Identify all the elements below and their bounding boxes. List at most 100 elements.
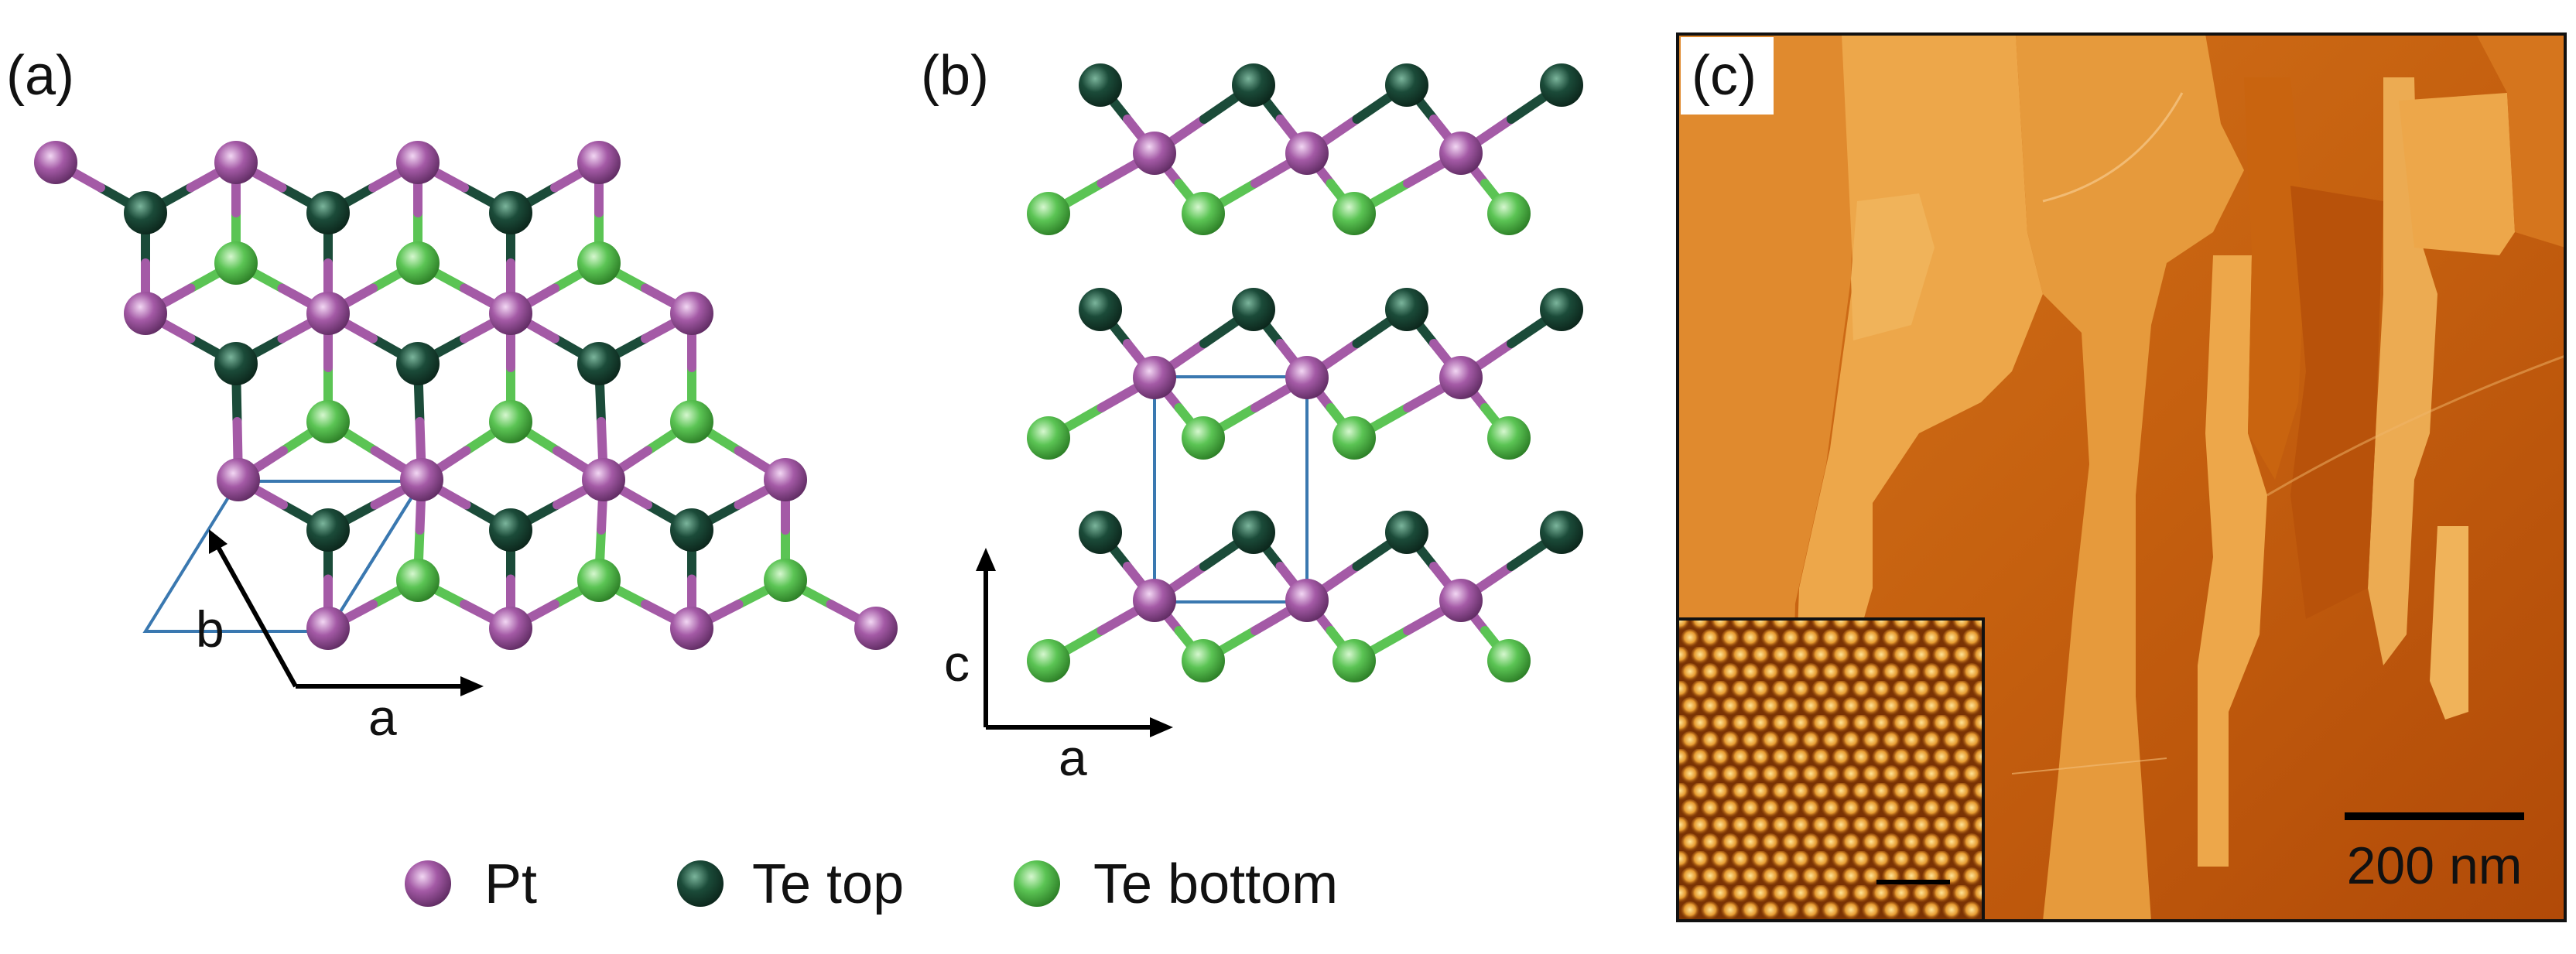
scale-bar-label: 200 nm (2347, 836, 2523, 895)
legend-item-te-top: Te top (677, 853, 904, 915)
te-bottom-atom (577, 241, 621, 285)
te-top-atom (1540, 63, 1583, 107)
panel-b: (b) a c (921, 45, 1583, 786)
legend: Pt Te top Te bottom (405, 853, 1338, 915)
te-top-atom (306, 191, 350, 234)
te-bottom-atom (670, 400, 713, 443)
te-top-atom (1385, 63, 1428, 107)
panel-a: (a) a b (6, 45, 898, 746)
panel-a-letter: (a) (6, 45, 74, 107)
panel-b-atoms (1027, 63, 1583, 682)
axis-b-label: b (196, 600, 224, 658)
te-top-atom (1232, 63, 1275, 107)
panel-c-letter: (c) (1692, 45, 1757, 107)
panel-a-axes: a b (196, 529, 484, 746)
panel-b-axes: a c (944, 548, 1173, 786)
pt-atom-icon (405, 860, 451, 907)
pt-atom (1285, 356, 1329, 399)
pt-atom (489, 292, 532, 335)
te-bottom-atom (1332, 192, 1376, 235)
te-top-atom (1232, 288, 1275, 331)
te-bottom-atom (1332, 416, 1376, 460)
pt-atom (124, 292, 167, 335)
scale-bar: 200 nm (2345, 812, 2524, 895)
pt-atom (764, 458, 807, 501)
pt-atom (1439, 579, 1483, 622)
pt-atom (854, 607, 898, 650)
panel-a-atoms (34, 141, 898, 650)
pt-atom (489, 607, 532, 650)
afm-frame (1676, 32, 2567, 922)
te-bottom-atom (1182, 192, 1225, 235)
panel-c: (c) 200 nm (1676, 32, 2567, 922)
te-bottom-atom (214, 241, 258, 285)
afm-image (1678, 34, 2565, 921)
axis-c-label: c (944, 634, 970, 692)
panel-b-unit-cell (1153, 375, 1309, 604)
pt-atom (400, 458, 443, 501)
te-bottom-atom (489, 400, 532, 443)
pt-atom (577, 141, 621, 184)
legend-label-te-bottom: Te bottom (1093, 853, 1338, 915)
pt-atom (670, 292, 713, 335)
te-top-atom (1385, 288, 1428, 331)
te-top-atom (1232, 511, 1275, 554)
te-bottom-atom (1182, 416, 1225, 460)
te-top-atom (1540, 511, 1583, 554)
te-bottom-atom (1027, 639, 1070, 682)
pt-atom (306, 292, 350, 335)
te-top-atom (306, 508, 350, 552)
pt-atom (670, 607, 713, 650)
legend-item-pt: Pt (405, 853, 537, 915)
legend-label-te-top: Te top (752, 853, 904, 915)
te-bottom-atom (1487, 639, 1531, 682)
pt-atom (1439, 132, 1483, 175)
pt-atom (1285, 132, 1329, 175)
te-bottom-atom (1487, 416, 1531, 460)
pt-atom (582, 458, 625, 501)
te-bottom-atom (396, 241, 440, 285)
te-bottom-atom (1332, 639, 1376, 682)
pt-atom (1285, 579, 1329, 622)
te-top-atom (577, 342, 621, 385)
pt-atom (34, 141, 77, 184)
te-top-atom-icon (677, 860, 724, 907)
te-top-atom (1079, 511, 1122, 554)
te-top-atom (1385, 511, 1428, 554)
te-top-atom (124, 191, 167, 234)
te-top-atom (214, 342, 258, 385)
te-bottom-atom (306, 400, 350, 443)
legend-label-pt: Pt (484, 853, 537, 915)
te-bottom-atom (396, 559, 440, 602)
pt-atom (396, 141, 440, 184)
te-top-atom (1540, 288, 1583, 331)
te-bottom-atom-icon (1014, 860, 1060, 907)
te-top-atom (670, 508, 713, 552)
pt-atom (217, 458, 260, 501)
te-bottom-atom (764, 559, 807, 602)
pt-atom (1133, 132, 1176, 175)
te-bottom-atom (1027, 192, 1070, 235)
pt-atom (1133, 356, 1176, 399)
te-bottom-atom (1487, 192, 1531, 235)
pt-atom (1439, 356, 1483, 399)
te-top-atom (1079, 288, 1122, 331)
pt-atom (214, 141, 258, 184)
axis-a-label: a (368, 689, 397, 746)
te-bottom-atom (1027, 416, 1070, 460)
te-bottom-atom (577, 559, 621, 602)
stm-inset (1676, 617, 1985, 922)
te-top-atom (489, 508, 532, 552)
te-top-atom (396, 342, 440, 385)
te-top-atom (1079, 63, 1122, 107)
axis-a-label-b: a (1059, 729, 1087, 786)
legend-item-te-bottom: Te bottom (1014, 853, 1338, 915)
te-top-atom (489, 191, 532, 234)
pt-atom (1133, 579, 1176, 622)
panel-a-bonds (51, 158, 881, 633)
pt-atom (306, 607, 350, 650)
panel-b-letter: (b) (921, 45, 989, 107)
panel-c-label-box (1681, 37, 1774, 115)
te-bottom-atom (1182, 639, 1225, 682)
